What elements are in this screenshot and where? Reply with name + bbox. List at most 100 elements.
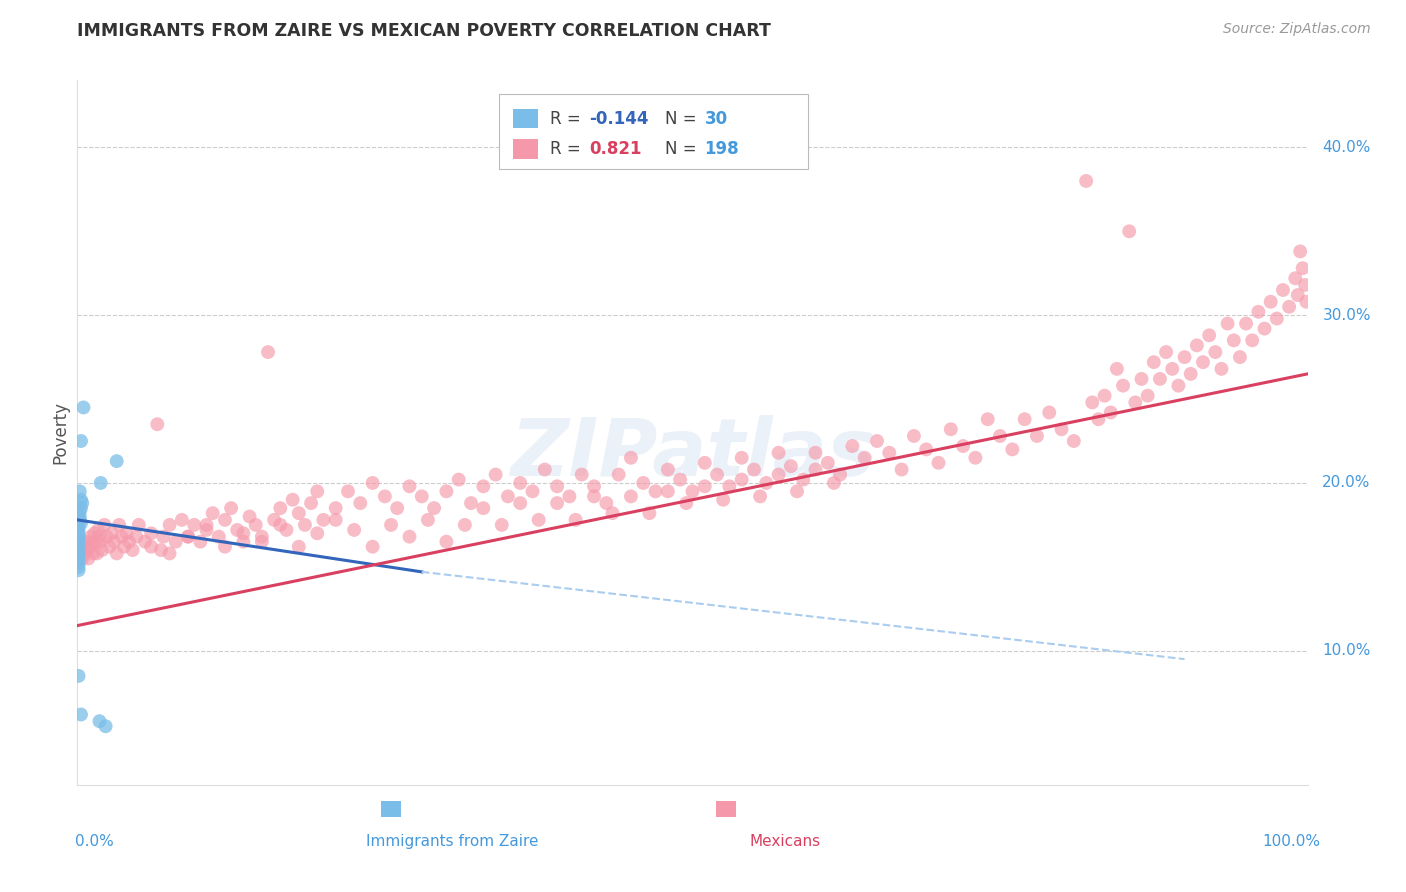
Point [1216,317,1239,331]
Point [595,496,617,510]
Point [159,517,181,532]
Point [75,534,97,549]
Point [952,439,974,453]
Point [1180,367,1202,381]
Point [83,526,105,541]
Text: 30.0%: 30.0% [1323,308,1371,323]
Point [454,517,477,532]
Point [1223,334,1246,348]
Point [67,563,90,577]
Point [411,489,433,503]
Text: IMMIGRANTS FROM ZAIRE VS MEXICAN POVERTY CORRELATION CHART: IMMIGRANTS FROM ZAIRE VS MEXICAN POVERTY… [77,22,772,40]
Point [219,501,242,516]
Point [436,534,458,549]
Point [1241,334,1264,348]
Point [1185,338,1208,352]
Point [823,475,845,490]
Point [98,540,121,554]
Point [134,534,156,549]
Text: ZIPatlas: ZIPatlas [510,415,875,492]
Point [1118,224,1140,238]
Point [183,517,205,532]
Point [804,446,827,460]
Point [534,462,557,476]
Point [1174,350,1197,364]
Point [67,519,90,533]
Text: Mexicans: Mexicans [749,834,820,849]
Point [1211,362,1233,376]
Point [1272,283,1295,297]
Point [67,532,90,546]
Point [70,543,93,558]
Point [472,479,495,493]
Point [416,513,439,527]
Point [269,501,291,516]
Point [128,517,150,532]
Point [70,707,93,722]
Point [693,479,716,493]
Point [159,546,181,560]
Point [564,513,586,527]
Point [105,454,128,468]
Point [780,459,803,474]
Point [915,442,938,457]
Text: R =: R = [550,110,586,128]
Point [890,462,912,476]
Point [67,530,90,544]
Point [1154,345,1177,359]
Point [94,719,117,733]
Point [644,484,666,499]
Point [398,530,420,544]
Point [70,492,93,507]
Text: N =: N = [665,140,702,158]
Point [67,557,90,571]
Text: N =: N = [665,110,702,128]
Point [239,509,262,524]
Point [1286,288,1309,302]
Point [496,489,519,503]
Point [879,446,901,460]
Point [361,475,384,490]
Point [177,530,200,544]
Point [583,489,606,503]
Point [1050,422,1073,436]
Point [792,473,814,487]
Point [232,526,254,541]
Point [1063,434,1085,448]
Point [620,489,643,503]
Point [70,434,93,448]
Point [749,489,772,503]
FancyBboxPatch shape [716,801,735,817]
Point [87,523,110,537]
Point [374,489,396,503]
Point [491,517,513,532]
Point [620,450,643,465]
Text: 100.0%: 100.0% [1261,834,1320,849]
Point [1295,294,1317,309]
Point [1253,321,1275,335]
Point [82,534,104,549]
Point [1260,294,1282,309]
Point [460,496,482,510]
Point [89,530,111,544]
Point [1192,355,1215,369]
Point [380,517,402,532]
Point [522,484,544,499]
Point [657,462,679,476]
Point [93,517,115,532]
Text: Source: ZipAtlas.com: Source: ZipAtlas.com [1223,22,1371,37]
Point [546,496,568,510]
Point [76,543,98,558]
Point [1143,355,1166,369]
Text: Immigrants from Zaire: Immigrants from Zaire [367,834,538,849]
Point [1112,378,1135,392]
Point [786,484,808,499]
Point [245,517,267,532]
Point [72,401,94,415]
Point [1136,389,1159,403]
Point [276,523,298,537]
Point [742,462,765,476]
Point [1076,174,1098,188]
Point [307,484,329,499]
Point [447,473,470,487]
